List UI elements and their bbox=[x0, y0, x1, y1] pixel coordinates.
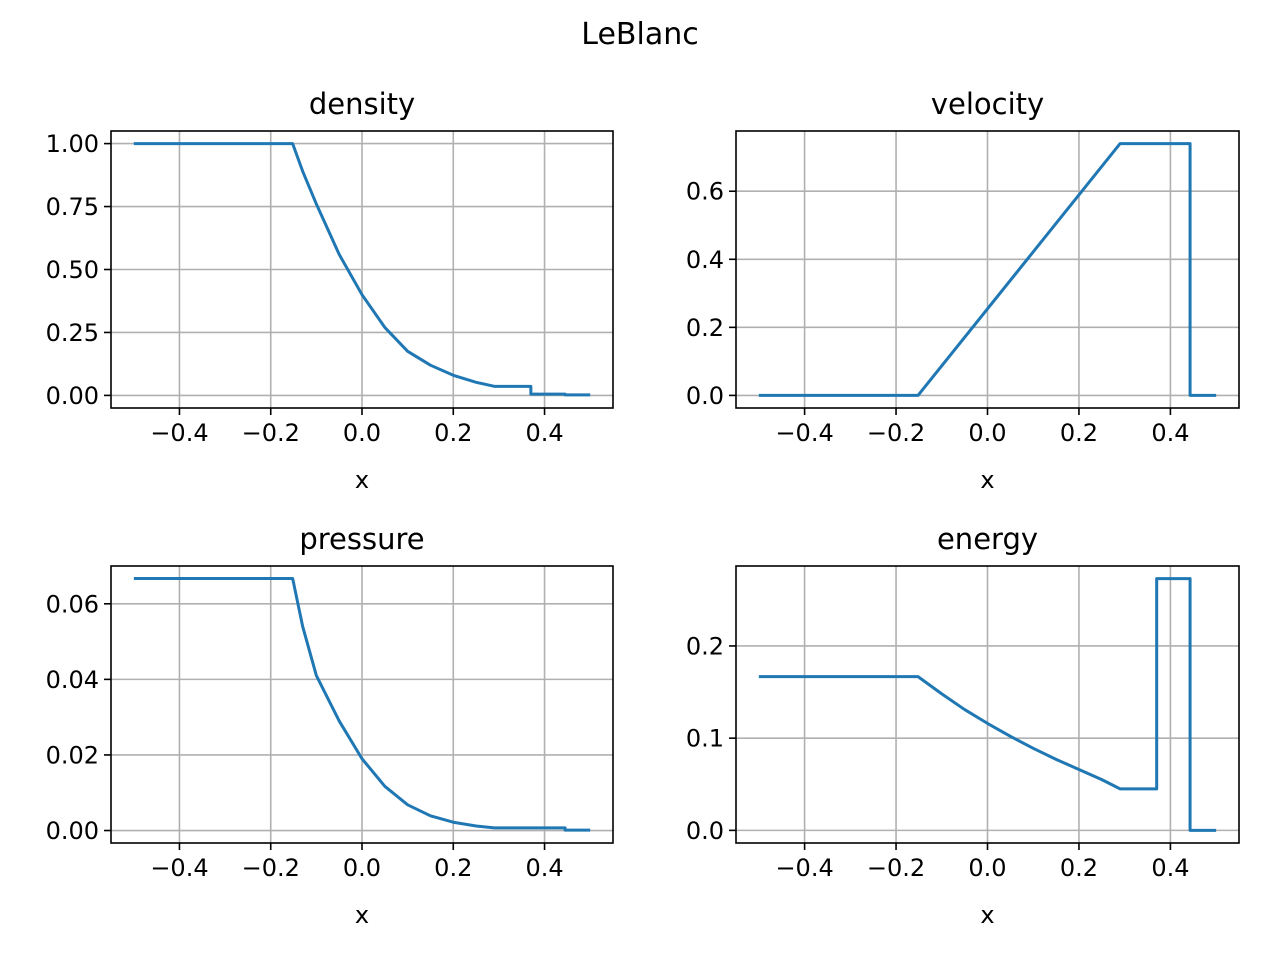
y-tick-label: 0.6 bbox=[686, 178, 724, 206]
subplot-energy: −0.4 −0.2 0.0 0.2 0.4 0.0 0.1 0.2 energy x bbox=[686, 522, 1240, 929]
subplot-density: −0.4 −0.2 0.0 0.2 0.4 0.00 0.25 0.50 0.75 1.00 den… bbox=[46, 87, 614, 494]
energy-series-line bbox=[758, 577, 1217, 832]
y-tick-label: 1.00 bbox=[46, 130, 99, 158]
subplot-title: pressure bbox=[299, 522, 424, 556]
x-tick-label: −0.2 bbox=[242, 854, 300, 882]
subplot-title: energy bbox=[937, 522, 1038, 556]
density-series-line bbox=[133, 142, 591, 397]
y-tick-label: 0.02 bbox=[46, 741, 99, 769]
x-tick-label: 0.2 bbox=[434, 419, 472, 447]
x-tick-label: 0.0 bbox=[343, 419, 381, 447]
x-axis-label: x bbox=[980, 901, 994, 929]
y-tick-label: 0.2 bbox=[686, 632, 724, 660]
subplot-pressure: −0.4 −0.2 0.0 0.2 0.4 0.00 0.02 0.04 0.06 pressur… bbox=[46, 522, 614, 929]
x-tick-label: −0.2 bbox=[242, 419, 300, 447]
x-tick-label: −0.4 bbox=[150, 854, 208, 882]
y-tick-label: 0.25 bbox=[46, 319, 99, 347]
x-tick-label: −0.2 bbox=[867, 854, 925, 882]
x-axis-label: x bbox=[355, 901, 369, 929]
x-tick-label: 0.0 bbox=[343, 854, 381, 882]
x-axis-label: x bbox=[355, 466, 369, 494]
x-tick-label: 0.4 bbox=[525, 854, 563, 882]
y-tick-label: 0.0 bbox=[686, 817, 724, 845]
y-tick-label: 0.04 bbox=[46, 666, 99, 694]
subplot-title: density bbox=[309, 87, 415, 121]
x-tick-label: −0.2 bbox=[867, 419, 925, 447]
y-tick-label: 0.1 bbox=[686, 725, 724, 753]
x-tick-label: 0.4 bbox=[525, 419, 563, 447]
subplot-grid: −0.4 −0.2 0.0 0.2 0.4 0.00 0.25 0.50 0.75 1.00 den… bbox=[46, 87, 1240, 929]
y-tick-label: 0.06 bbox=[46, 590, 99, 618]
x-axis-label: x bbox=[980, 466, 994, 494]
x-tick-label: −0.4 bbox=[150, 419, 208, 447]
y-tick-label: 0.50 bbox=[46, 256, 99, 284]
x-tick-label: 0.0 bbox=[968, 854, 1006, 882]
y-tick-label: 0.4 bbox=[686, 246, 724, 274]
y-tick-label: 0.2 bbox=[686, 314, 724, 342]
x-tick-label: 0.4 bbox=[1151, 854, 1189, 882]
x-tick-label: −0.4 bbox=[775, 419, 833, 447]
y-tick-label: 0.00 bbox=[46, 817, 99, 845]
x-tick-label: 0.2 bbox=[1060, 419, 1098, 447]
figure-suptitle: LeBlanc bbox=[581, 17, 698, 52]
pressure-series-line bbox=[133, 576, 591, 832]
y-tick-label: 0.0 bbox=[686, 382, 724, 410]
y-tick-label: 0.00 bbox=[46, 382, 99, 410]
x-tick-label: 0.4 bbox=[1151, 419, 1189, 447]
x-tick-label: 0.2 bbox=[434, 854, 472, 882]
velocity-series-line bbox=[758, 142, 1217, 397]
x-tick-label: 0.0 bbox=[968, 419, 1006, 447]
x-tick-label: −0.4 bbox=[775, 854, 833, 882]
subplot-title: velocity bbox=[931, 87, 1044, 121]
x-tick-label: 0.2 bbox=[1060, 854, 1098, 882]
subplot-velocity: −0.4 −0.2 0.0 0.2 0.4 0.0 0.2 0.4 0.6 velocity x bbox=[686, 87, 1240, 494]
y-tick-label: 0.75 bbox=[46, 193, 99, 221]
